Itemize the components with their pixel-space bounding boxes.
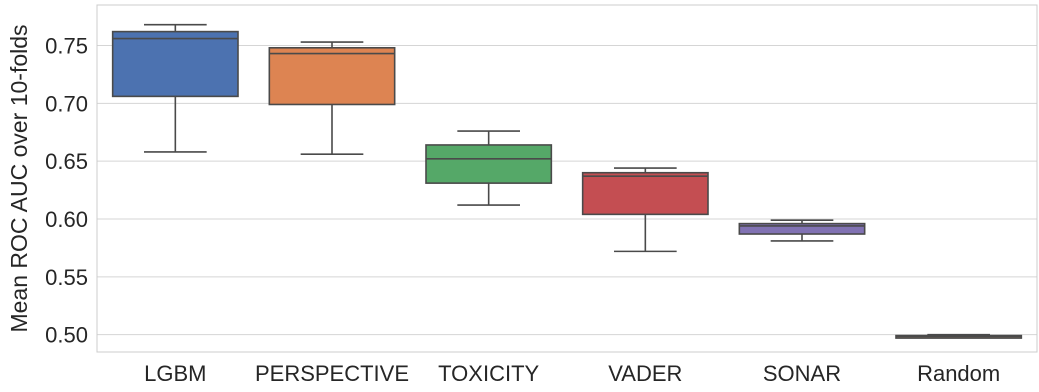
x-tick-label: LGBM xyxy=(144,361,206,386)
y-tick-label: 0.55 xyxy=(45,265,88,290)
boxes xyxy=(111,23,1023,339)
iqr-box xyxy=(268,46,396,106)
iqr-box xyxy=(581,171,709,216)
y-tick-label: 0.70 xyxy=(45,91,88,116)
box-lgbm xyxy=(111,23,239,153)
x-tick-label: PERSPECTIVE xyxy=(255,361,409,386)
iqr-box xyxy=(738,222,866,235)
x-tick-label: VADER xyxy=(608,361,682,386)
y-tick-label: 0.75 xyxy=(45,33,88,58)
y-tick-label: 0.50 xyxy=(45,323,88,348)
box-vader xyxy=(581,167,709,253)
y-tick-label: 0.65 xyxy=(45,149,88,174)
box-perspective xyxy=(268,41,396,156)
plot-frame xyxy=(96,4,1038,353)
box-random xyxy=(895,333,1023,339)
gridlines xyxy=(97,44,1037,336)
box-toxicity xyxy=(425,130,553,206)
y-tick-labels: 0.50 0.55 0.60 0.65 0.70 0.75 xyxy=(45,33,88,347)
y-tick-label: 0.60 xyxy=(45,207,88,232)
x-tick-label: SONAR xyxy=(763,361,841,386)
x-tick-label: Random xyxy=(917,361,1000,386)
iqr-box xyxy=(111,30,239,98)
iqr-box xyxy=(425,144,553,184)
box-sonar xyxy=(738,219,866,242)
y-axis-label: Mean ROC AUC over 10-folds xyxy=(6,24,32,332)
x-tick-labels: LGBM PERSPECTIVE TOXICITY VADER SONAR Random xyxy=(144,361,1000,386)
x-tick-label: TOXICITY xyxy=(438,361,539,386)
